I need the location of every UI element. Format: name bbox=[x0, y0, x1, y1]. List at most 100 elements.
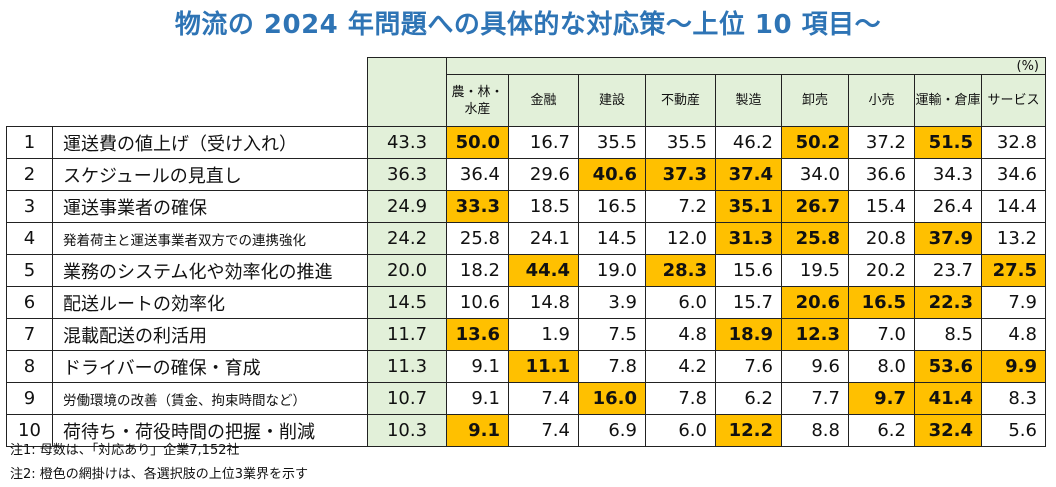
value-cell: 7.8 bbox=[578, 350, 646, 383]
data-table: (%) 農・林・水産 金融 建設 不動産 製造 卸売 小売 運輸・倉庫 サービス 1 運送費の値上… bbox=[6, 57, 1046, 447]
value-cell: 26.4 bbox=[914, 190, 982, 223]
item-label: 運送費の値上げ（受け入れ） bbox=[52, 126, 368, 159]
header-blank bbox=[6, 57, 368, 75]
column-header: 金融 bbox=[508, 74, 579, 127]
total-value: 24.2 bbox=[367, 222, 447, 255]
value-cell-highlighted: 40.6 bbox=[578, 158, 646, 191]
table-row: 10 荷待ち・荷役時間の把握・削減 10.3 9.1 7.4 6.9 6.0 12.2 8.8 6… bbox=[6, 414, 1046, 447]
total-value: 36.3 bbox=[367, 158, 447, 191]
header-unit-row: (%) bbox=[6, 57, 1046, 75]
rank-cell: 2 bbox=[6, 158, 53, 191]
column-header: 農・林・水産 bbox=[446, 74, 509, 127]
value-cell: 7.6 bbox=[715, 350, 782, 383]
value-cell: 12.0 bbox=[645, 222, 716, 255]
value-cell-highlighted: 11.1 bbox=[508, 350, 579, 383]
value-cell-highlighted: 33.3 bbox=[446, 190, 509, 223]
value-cell: 3.9 bbox=[578, 286, 646, 319]
value-cell: 6.2 bbox=[848, 414, 915, 447]
value-cell-highlighted: 32.4 bbox=[914, 414, 982, 447]
value-cell: 36.4 bbox=[446, 158, 509, 191]
table-row: 4 発着荷主と運送事業者双方での連携強化 24.2 25.8 24.1 14.5 12.0 3… bbox=[6, 222, 1046, 255]
value-cell: 1.9 bbox=[508, 318, 579, 351]
total-value: 43.3 bbox=[367, 126, 447, 159]
value-cell: 10.6 bbox=[446, 286, 509, 319]
rank-cell: 4 bbox=[6, 222, 53, 255]
table-row: 6 配送ルートの効率化 14.5 10.6 14.8 3.9 6.0 15.7 20.6 16.5… bbox=[6, 286, 1046, 319]
header-blank-2 bbox=[6, 74, 368, 127]
table-row: 8 ドライバーの確保・育成 11.3 9.1 11.1 7.8 4.2 7.6 9.6 8.0 53… bbox=[6, 350, 1046, 383]
rank-cell: 3 bbox=[6, 190, 53, 223]
total-header bbox=[367, 74, 447, 127]
value-cell: 9.6 bbox=[781, 350, 849, 383]
table-row: 2 スケジュールの見直し 36.3 36.4 29.6 40.6 37.3 37.4 34.0 3… bbox=[6, 158, 1046, 191]
unit-label: (%) bbox=[446, 57, 1046, 75]
value-cell: 9.1 bbox=[446, 350, 509, 383]
value-cell: 37.2 bbox=[848, 126, 915, 159]
value-cell: 7.2 bbox=[645, 190, 716, 223]
total-value: 11.7 bbox=[367, 318, 447, 351]
rank-cell: 8 bbox=[6, 350, 53, 383]
value-cell: 7.7 bbox=[781, 382, 849, 415]
total-value: 20.0 bbox=[367, 254, 447, 287]
value-cell: 7.9 bbox=[981, 286, 1046, 319]
value-cell-highlighted: 22.3 bbox=[914, 286, 982, 319]
value-cell-highlighted: 26.7 bbox=[781, 190, 849, 223]
value-cell-highlighted: 18.9 bbox=[715, 318, 782, 351]
value-cell: 6.9 bbox=[578, 414, 646, 447]
value-cell-highlighted: 9.9 bbox=[981, 350, 1046, 383]
value-cell: 7.8 bbox=[645, 382, 716, 415]
item-label: 業務のシステム化や効率化の推進 bbox=[52, 254, 368, 287]
table-row: 7 混載配送の利活用 11.7 13.6 1.9 7.5 4.8 18.9 12.3 7.0 8.5… bbox=[6, 318, 1046, 351]
value-cell-highlighted: 50.2 bbox=[781, 126, 849, 159]
total-value: 10.7 bbox=[367, 382, 447, 415]
value-cell: 6.2 bbox=[715, 382, 782, 415]
table-row: 9 労働環境の改善（賃金、拘束時間など） 10.7 9.1 7.4 16.0 7.8 6.2 7… bbox=[6, 382, 1046, 415]
value-cell: 20.8 bbox=[848, 222, 915, 255]
value-cell: 4.8 bbox=[981, 318, 1046, 351]
column-header: 卸売 bbox=[781, 74, 849, 127]
value-cell: 34.3 bbox=[914, 158, 982, 191]
value-cell-highlighted: 44.4 bbox=[508, 254, 579, 287]
column-header: 不動産 bbox=[645, 74, 716, 127]
value-cell: 35.5 bbox=[578, 126, 646, 159]
value-cell: 18.2 bbox=[446, 254, 509, 287]
item-label: ドライバーの確保・育成 bbox=[52, 350, 368, 383]
table-row: 3 運送事業者の確保 24.9 33.3 18.5 16.5 7.2 35.1 26.7 15.4… bbox=[6, 190, 1046, 223]
total-header-top bbox=[367, 57, 447, 75]
value-cell: 13.2 bbox=[981, 222, 1046, 255]
footnote-1: 注1: 母数は、「対応あり」企業7,152社 bbox=[10, 443, 240, 458]
value-cell: 7.5 bbox=[578, 318, 646, 351]
value-cell: 8.3 bbox=[981, 382, 1046, 415]
page-title: 物流の 2024 年問題への具体的な対応策～上位 10 項目～ bbox=[174, 10, 882, 40]
value-cell: 46.2 bbox=[715, 126, 782, 159]
table-row: 5 業務のシステム化や効率化の推進 20.0 18.2 44.4 19.0 28.3 15.6… bbox=[6, 254, 1046, 287]
value-cell: 4.8 bbox=[645, 318, 716, 351]
value-cell: 5.6 bbox=[981, 414, 1046, 447]
value-cell: 8.0 bbox=[848, 350, 915, 383]
value-cell-highlighted: 51.5 bbox=[914, 126, 982, 159]
value-cell: 19.5 bbox=[781, 254, 849, 287]
value-cell: 9.1 bbox=[446, 382, 509, 415]
value-cell-highlighted: 35.1 bbox=[715, 190, 782, 223]
rank-cell: 6 bbox=[6, 286, 53, 319]
value-cell-highlighted: 53.6 bbox=[914, 350, 982, 383]
value-cell: 35.5 bbox=[645, 126, 716, 159]
column-header: サービス bbox=[981, 74, 1046, 127]
item-label: 運送事業者の確保 bbox=[52, 190, 368, 223]
value-cell: 20.2 bbox=[848, 254, 915, 287]
total-value: 10.3 bbox=[367, 414, 447, 447]
value-cell-highlighted: 9.1 bbox=[446, 414, 509, 447]
value-cell: 14.4 bbox=[981, 190, 1046, 223]
column-header: 運輸・倉庫 bbox=[914, 74, 982, 127]
value-cell-highlighted: 20.6 bbox=[781, 286, 849, 319]
value-cell: 15.6 bbox=[715, 254, 782, 287]
value-cell: 15.4 bbox=[848, 190, 915, 223]
value-cell: 6.0 bbox=[645, 414, 716, 447]
item-label: 労働環境の改善（賃金、拘束時間など） bbox=[52, 382, 368, 415]
value-cell-highlighted: 50.0 bbox=[446, 126, 509, 159]
item-label: スケジュールの見直し bbox=[52, 158, 368, 191]
value-cell: 32.8 bbox=[981, 126, 1046, 159]
item-label: 配送ルートの効率化 bbox=[52, 286, 368, 319]
column-header-row: 農・林・水産 金融 建設 不動産 製造 卸売 小売 運輸・倉庫 サービス bbox=[6, 74, 1046, 127]
value-cell-highlighted: 41.4 bbox=[914, 382, 982, 415]
